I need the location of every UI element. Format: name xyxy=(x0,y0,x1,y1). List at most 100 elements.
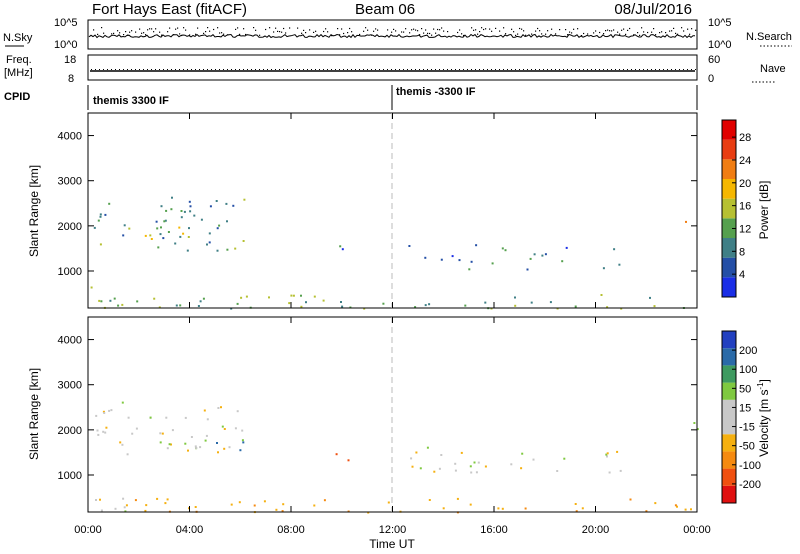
data-cell xyxy=(475,244,478,247)
nsearch-point xyxy=(159,31,161,33)
nave-point xyxy=(503,69,504,70)
data-cell xyxy=(96,429,99,432)
nsearch-point xyxy=(145,34,147,36)
x-tick-label: 08:00 xyxy=(277,524,305,536)
nave-point xyxy=(139,69,140,70)
nave-point xyxy=(215,69,216,70)
data-cell xyxy=(204,439,207,442)
data-cell xyxy=(685,220,687,223)
nave-tick-bottom: 0 xyxy=(708,73,714,85)
nsearch-point xyxy=(633,34,635,36)
data-cell xyxy=(203,409,206,412)
nave-point xyxy=(147,69,148,70)
nave-point xyxy=(567,69,568,70)
nsearch-point xyxy=(587,33,589,35)
nsearch-point xyxy=(289,27,291,29)
nsearch-point xyxy=(205,31,207,33)
data-cell xyxy=(93,226,96,229)
nsearch-point xyxy=(505,33,507,35)
velocity-colorbar-label: Velocity [m s-1] xyxy=(756,379,771,457)
nsearch-point xyxy=(523,30,525,32)
nsearch-point xyxy=(625,33,627,35)
nave-point xyxy=(539,69,540,70)
data-cell xyxy=(164,219,167,222)
power-colorbar-tick-label: 12 xyxy=(739,223,751,235)
data-cell xyxy=(178,226,181,229)
data-cell xyxy=(156,227,159,230)
data-cell xyxy=(529,257,532,260)
data-cell xyxy=(382,302,385,305)
data-cell xyxy=(230,307,233,310)
nave-point xyxy=(679,69,680,70)
data-cell xyxy=(98,299,101,302)
data-cell xyxy=(114,507,117,510)
nsearch-point xyxy=(541,33,543,35)
nave-point xyxy=(351,69,352,70)
nave-point xyxy=(195,69,196,70)
nsearch-point xyxy=(351,31,353,33)
nave-point xyxy=(399,69,400,70)
nave-point xyxy=(183,69,184,70)
data-cell xyxy=(220,406,222,409)
data-cell xyxy=(468,268,471,271)
nave-point xyxy=(495,69,496,70)
data-cell xyxy=(549,301,552,304)
nave-point xyxy=(127,69,128,70)
beam-title: Beam 06 xyxy=(355,1,415,18)
power-colorbar-segment xyxy=(722,159,736,179)
nave-point xyxy=(535,69,536,70)
data-cell xyxy=(160,205,163,208)
data-cell xyxy=(122,234,125,237)
data-cell xyxy=(166,447,169,450)
power-colorbar-segment xyxy=(722,218,736,238)
power-colorbar-label: Power [dB] xyxy=(757,181,771,240)
nsearch-point xyxy=(687,28,689,30)
nave-point xyxy=(579,69,580,70)
data-cell xyxy=(104,431,107,434)
nsearch-point xyxy=(477,33,479,35)
nave-point xyxy=(695,69,696,70)
nsearch-point xyxy=(653,28,655,30)
data-cell xyxy=(410,457,413,460)
nsearch-point xyxy=(375,28,377,30)
nave-point xyxy=(163,69,164,70)
nsearch-point xyxy=(223,33,225,35)
data-cell xyxy=(242,240,245,242)
data-cell xyxy=(144,509,147,512)
nave-point xyxy=(359,69,360,70)
data-cell xyxy=(514,304,517,307)
data-cell xyxy=(128,227,131,230)
nsearch-point xyxy=(567,34,569,36)
nave-point xyxy=(239,69,240,70)
nsearch-point xyxy=(177,27,179,29)
data-cell xyxy=(544,253,547,256)
nave-point xyxy=(691,69,692,70)
data-cell xyxy=(225,202,228,205)
nave-point xyxy=(347,69,348,70)
data-cell xyxy=(121,443,124,446)
data-cell xyxy=(268,296,270,299)
nave-label: Nave xyxy=(760,63,786,75)
nave-point xyxy=(327,69,328,70)
nsearch-point xyxy=(189,34,191,36)
data-cell xyxy=(97,219,100,222)
nave-point xyxy=(583,69,584,70)
nave-point xyxy=(563,69,564,70)
nave-point xyxy=(455,69,456,70)
data-cell xyxy=(243,198,246,201)
nsearch-point xyxy=(441,27,443,29)
nave-point xyxy=(199,69,200,70)
nsearch-point xyxy=(461,33,463,35)
data-cell xyxy=(533,253,536,256)
data-cell xyxy=(424,256,427,259)
nave-point xyxy=(515,69,516,70)
data-cell xyxy=(556,470,559,472)
data-cell xyxy=(163,220,166,223)
nave-point xyxy=(471,69,472,70)
data-cell xyxy=(99,498,101,501)
data-cell xyxy=(696,428,699,431)
data-cell xyxy=(363,307,366,310)
nave-point xyxy=(611,69,612,70)
nsearch-point xyxy=(427,32,429,34)
nave-point xyxy=(659,69,660,70)
